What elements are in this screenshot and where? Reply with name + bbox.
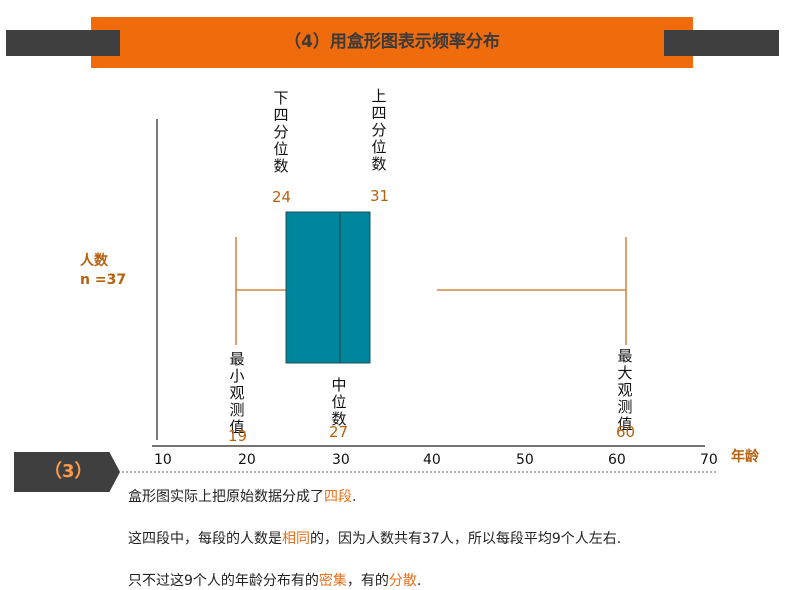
- header-left-accent: [6, 30, 120, 56]
- sample-size-label: n =37: [80, 272, 127, 288]
- lower-quartile-value: 24: [272, 188, 292, 206]
- x-tick: 20: [238, 452, 256, 468]
- x-tick: 40: [423, 452, 441, 468]
- x-tick: 30: [332, 452, 350, 468]
- page-title: （4）用盒形图表示频率分布: [284, 32, 500, 52]
- step-badge: （3）: [14, 452, 120, 492]
- median-label: 中位数: [331, 376, 347, 428]
- note-highlight: 相同: [282, 531, 310, 547]
- note-text: 这四段中，每段的人数是: [128, 531, 282, 547]
- note-text: 盒形图实际上把原始数据分成了: [128, 489, 324, 505]
- lower-quartile-label: 下四分位数: [273, 89, 289, 175]
- note-text: ，有的: [346, 573, 389, 589]
- x-tick: 10: [154, 452, 172, 468]
- header-bar: [91, 17, 693, 68]
- note-text: 只不过这9个人的年龄分布有的: [128, 573, 319, 589]
- note-text: .: [416, 573, 422, 589]
- header-right-accent: [664, 30, 779, 56]
- median-value: 27: [329, 423, 349, 441]
- minimum-value: 19: [228, 427, 248, 445]
- interquartile-box: [285, 211, 371, 364]
- note-highlight: 四段: [324, 489, 352, 505]
- note-line-1: 盒形图实际上把原始数据分成了四段.: [128, 486, 356, 506]
- y-axis-label: 人数: [80, 253, 108, 269]
- upper-quartile-value: 31: [370, 187, 390, 205]
- x-axis-label: 年龄: [731, 449, 759, 465]
- x-tick: 70: [700, 452, 718, 468]
- maximum-value: 60: [616, 423, 636, 441]
- note-line-3: 只不过这9个人的年龄分布有的密集，有的分散.: [128, 570, 421, 590]
- note-line-2: 这四段中，每段的人数是相同的，因为人数共有37人，所以每段平均9个人左右.: [128, 528, 621, 548]
- note-text: 的，因为人数共有37人，所以每段平均9个人左右.: [310, 531, 622, 547]
- x-tick: 60: [608, 452, 626, 468]
- upper-quartile-label: 上四分位数: [371, 87, 387, 173]
- note-highlight: 分散: [388, 573, 417, 589]
- note-text: .: [352, 489, 357, 505]
- minimum-label: 最小观测值: [229, 350, 245, 436]
- maximum-label: 最大观测值: [617, 347, 633, 433]
- note-highlight: 密集: [318, 573, 347, 589]
- x-tick: 50: [516, 452, 534, 468]
